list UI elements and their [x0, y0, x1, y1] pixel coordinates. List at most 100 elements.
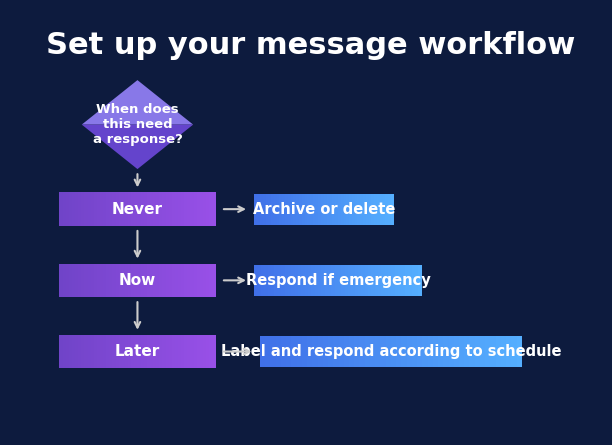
- FancyBboxPatch shape: [175, 263, 179, 297]
- FancyBboxPatch shape: [141, 192, 144, 226]
- FancyBboxPatch shape: [398, 265, 402, 295]
- FancyBboxPatch shape: [69, 263, 72, 297]
- FancyBboxPatch shape: [260, 194, 263, 224]
- FancyBboxPatch shape: [274, 194, 277, 224]
- FancyBboxPatch shape: [200, 335, 204, 368]
- FancyBboxPatch shape: [288, 265, 292, 295]
- FancyBboxPatch shape: [328, 265, 332, 295]
- FancyBboxPatch shape: [175, 335, 179, 368]
- Polygon shape: [82, 80, 193, 125]
- FancyBboxPatch shape: [184, 192, 188, 226]
- FancyBboxPatch shape: [297, 336, 302, 367]
- FancyBboxPatch shape: [110, 335, 113, 368]
- FancyBboxPatch shape: [119, 263, 122, 297]
- Text: When does
this need
a response?: When does this need a response?: [92, 103, 182, 146]
- FancyBboxPatch shape: [138, 335, 141, 368]
- FancyBboxPatch shape: [181, 335, 185, 368]
- FancyBboxPatch shape: [260, 336, 266, 367]
- FancyBboxPatch shape: [264, 265, 268, 295]
- FancyBboxPatch shape: [88, 263, 91, 297]
- FancyBboxPatch shape: [169, 335, 173, 368]
- FancyBboxPatch shape: [263, 194, 266, 224]
- FancyBboxPatch shape: [496, 336, 501, 367]
- FancyBboxPatch shape: [131, 192, 135, 226]
- FancyBboxPatch shape: [153, 192, 157, 226]
- FancyBboxPatch shape: [59, 192, 63, 226]
- FancyBboxPatch shape: [172, 263, 176, 297]
- FancyBboxPatch shape: [172, 192, 176, 226]
- FancyBboxPatch shape: [318, 194, 322, 224]
- FancyBboxPatch shape: [159, 192, 163, 226]
- FancyBboxPatch shape: [84, 192, 88, 226]
- FancyBboxPatch shape: [212, 263, 216, 297]
- FancyBboxPatch shape: [175, 192, 179, 226]
- FancyBboxPatch shape: [341, 194, 344, 224]
- FancyBboxPatch shape: [184, 335, 188, 368]
- FancyBboxPatch shape: [187, 335, 191, 368]
- FancyBboxPatch shape: [165, 335, 169, 368]
- Text: Set up your message workflow: Set up your message workflow: [45, 31, 575, 60]
- FancyBboxPatch shape: [352, 194, 355, 224]
- FancyBboxPatch shape: [100, 192, 103, 226]
- FancyBboxPatch shape: [385, 265, 389, 295]
- FancyBboxPatch shape: [307, 194, 311, 224]
- FancyBboxPatch shape: [348, 265, 352, 295]
- FancyBboxPatch shape: [178, 192, 182, 226]
- FancyBboxPatch shape: [156, 335, 160, 368]
- FancyBboxPatch shape: [100, 263, 103, 297]
- FancyBboxPatch shape: [193, 335, 197, 368]
- FancyBboxPatch shape: [59, 335, 63, 368]
- FancyBboxPatch shape: [131, 335, 135, 368]
- FancyBboxPatch shape: [370, 336, 376, 367]
- FancyBboxPatch shape: [395, 265, 398, 295]
- FancyBboxPatch shape: [359, 336, 365, 367]
- FancyBboxPatch shape: [271, 336, 276, 367]
- FancyBboxPatch shape: [72, 335, 76, 368]
- FancyBboxPatch shape: [294, 265, 299, 295]
- FancyBboxPatch shape: [125, 192, 129, 226]
- FancyBboxPatch shape: [293, 194, 297, 224]
- FancyBboxPatch shape: [209, 335, 213, 368]
- FancyBboxPatch shape: [382, 194, 386, 224]
- FancyBboxPatch shape: [433, 336, 439, 367]
- FancyBboxPatch shape: [78, 335, 82, 368]
- FancyBboxPatch shape: [268, 265, 272, 295]
- FancyBboxPatch shape: [408, 265, 412, 295]
- FancyBboxPatch shape: [285, 194, 288, 224]
- FancyBboxPatch shape: [357, 194, 361, 224]
- FancyBboxPatch shape: [285, 265, 288, 295]
- FancyBboxPatch shape: [330, 194, 333, 224]
- FancyBboxPatch shape: [371, 194, 375, 224]
- FancyBboxPatch shape: [65, 335, 69, 368]
- FancyBboxPatch shape: [346, 194, 349, 224]
- FancyBboxPatch shape: [81, 335, 85, 368]
- FancyBboxPatch shape: [344, 336, 349, 367]
- FancyBboxPatch shape: [147, 192, 151, 226]
- FancyBboxPatch shape: [354, 336, 360, 367]
- FancyBboxPatch shape: [206, 263, 210, 297]
- FancyBboxPatch shape: [72, 263, 76, 297]
- FancyBboxPatch shape: [286, 336, 292, 367]
- FancyBboxPatch shape: [75, 192, 79, 226]
- FancyBboxPatch shape: [258, 265, 262, 295]
- FancyBboxPatch shape: [75, 335, 79, 368]
- FancyBboxPatch shape: [203, 335, 207, 368]
- FancyBboxPatch shape: [351, 265, 355, 295]
- FancyBboxPatch shape: [206, 192, 210, 226]
- FancyBboxPatch shape: [178, 263, 182, 297]
- FancyBboxPatch shape: [196, 263, 200, 297]
- FancyBboxPatch shape: [312, 265, 315, 295]
- FancyBboxPatch shape: [200, 192, 204, 226]
- FancyBboxPatch shape: [187, 263, 191, 297]
- FancyBboxPatch shape: [331, 265, 335, 295]
- FancyBboxPatch shape: [200, 263, 204, 297]
- FancyBboxPatch shape: [203, 263, 207, 297]
- FancyBboxPatch shape: [153, 335, 157, 368]
- FancyBboxPatch shape: [134, 263, 138, 297]
- Polygon shape: [82, 125, 193, 169]
- FancyBboxPatch shape: [349, 194, 353, 224]
- FancyBboxPatch shape: [196, 192, 200, 226]
- FancyBboxPatch shape: [103, 263, 107, 297]
- FancyBboxPatch shape: [305, 194, 308, 224]
- FancyBboxPatch shape: [97, 335, 100, 368]
